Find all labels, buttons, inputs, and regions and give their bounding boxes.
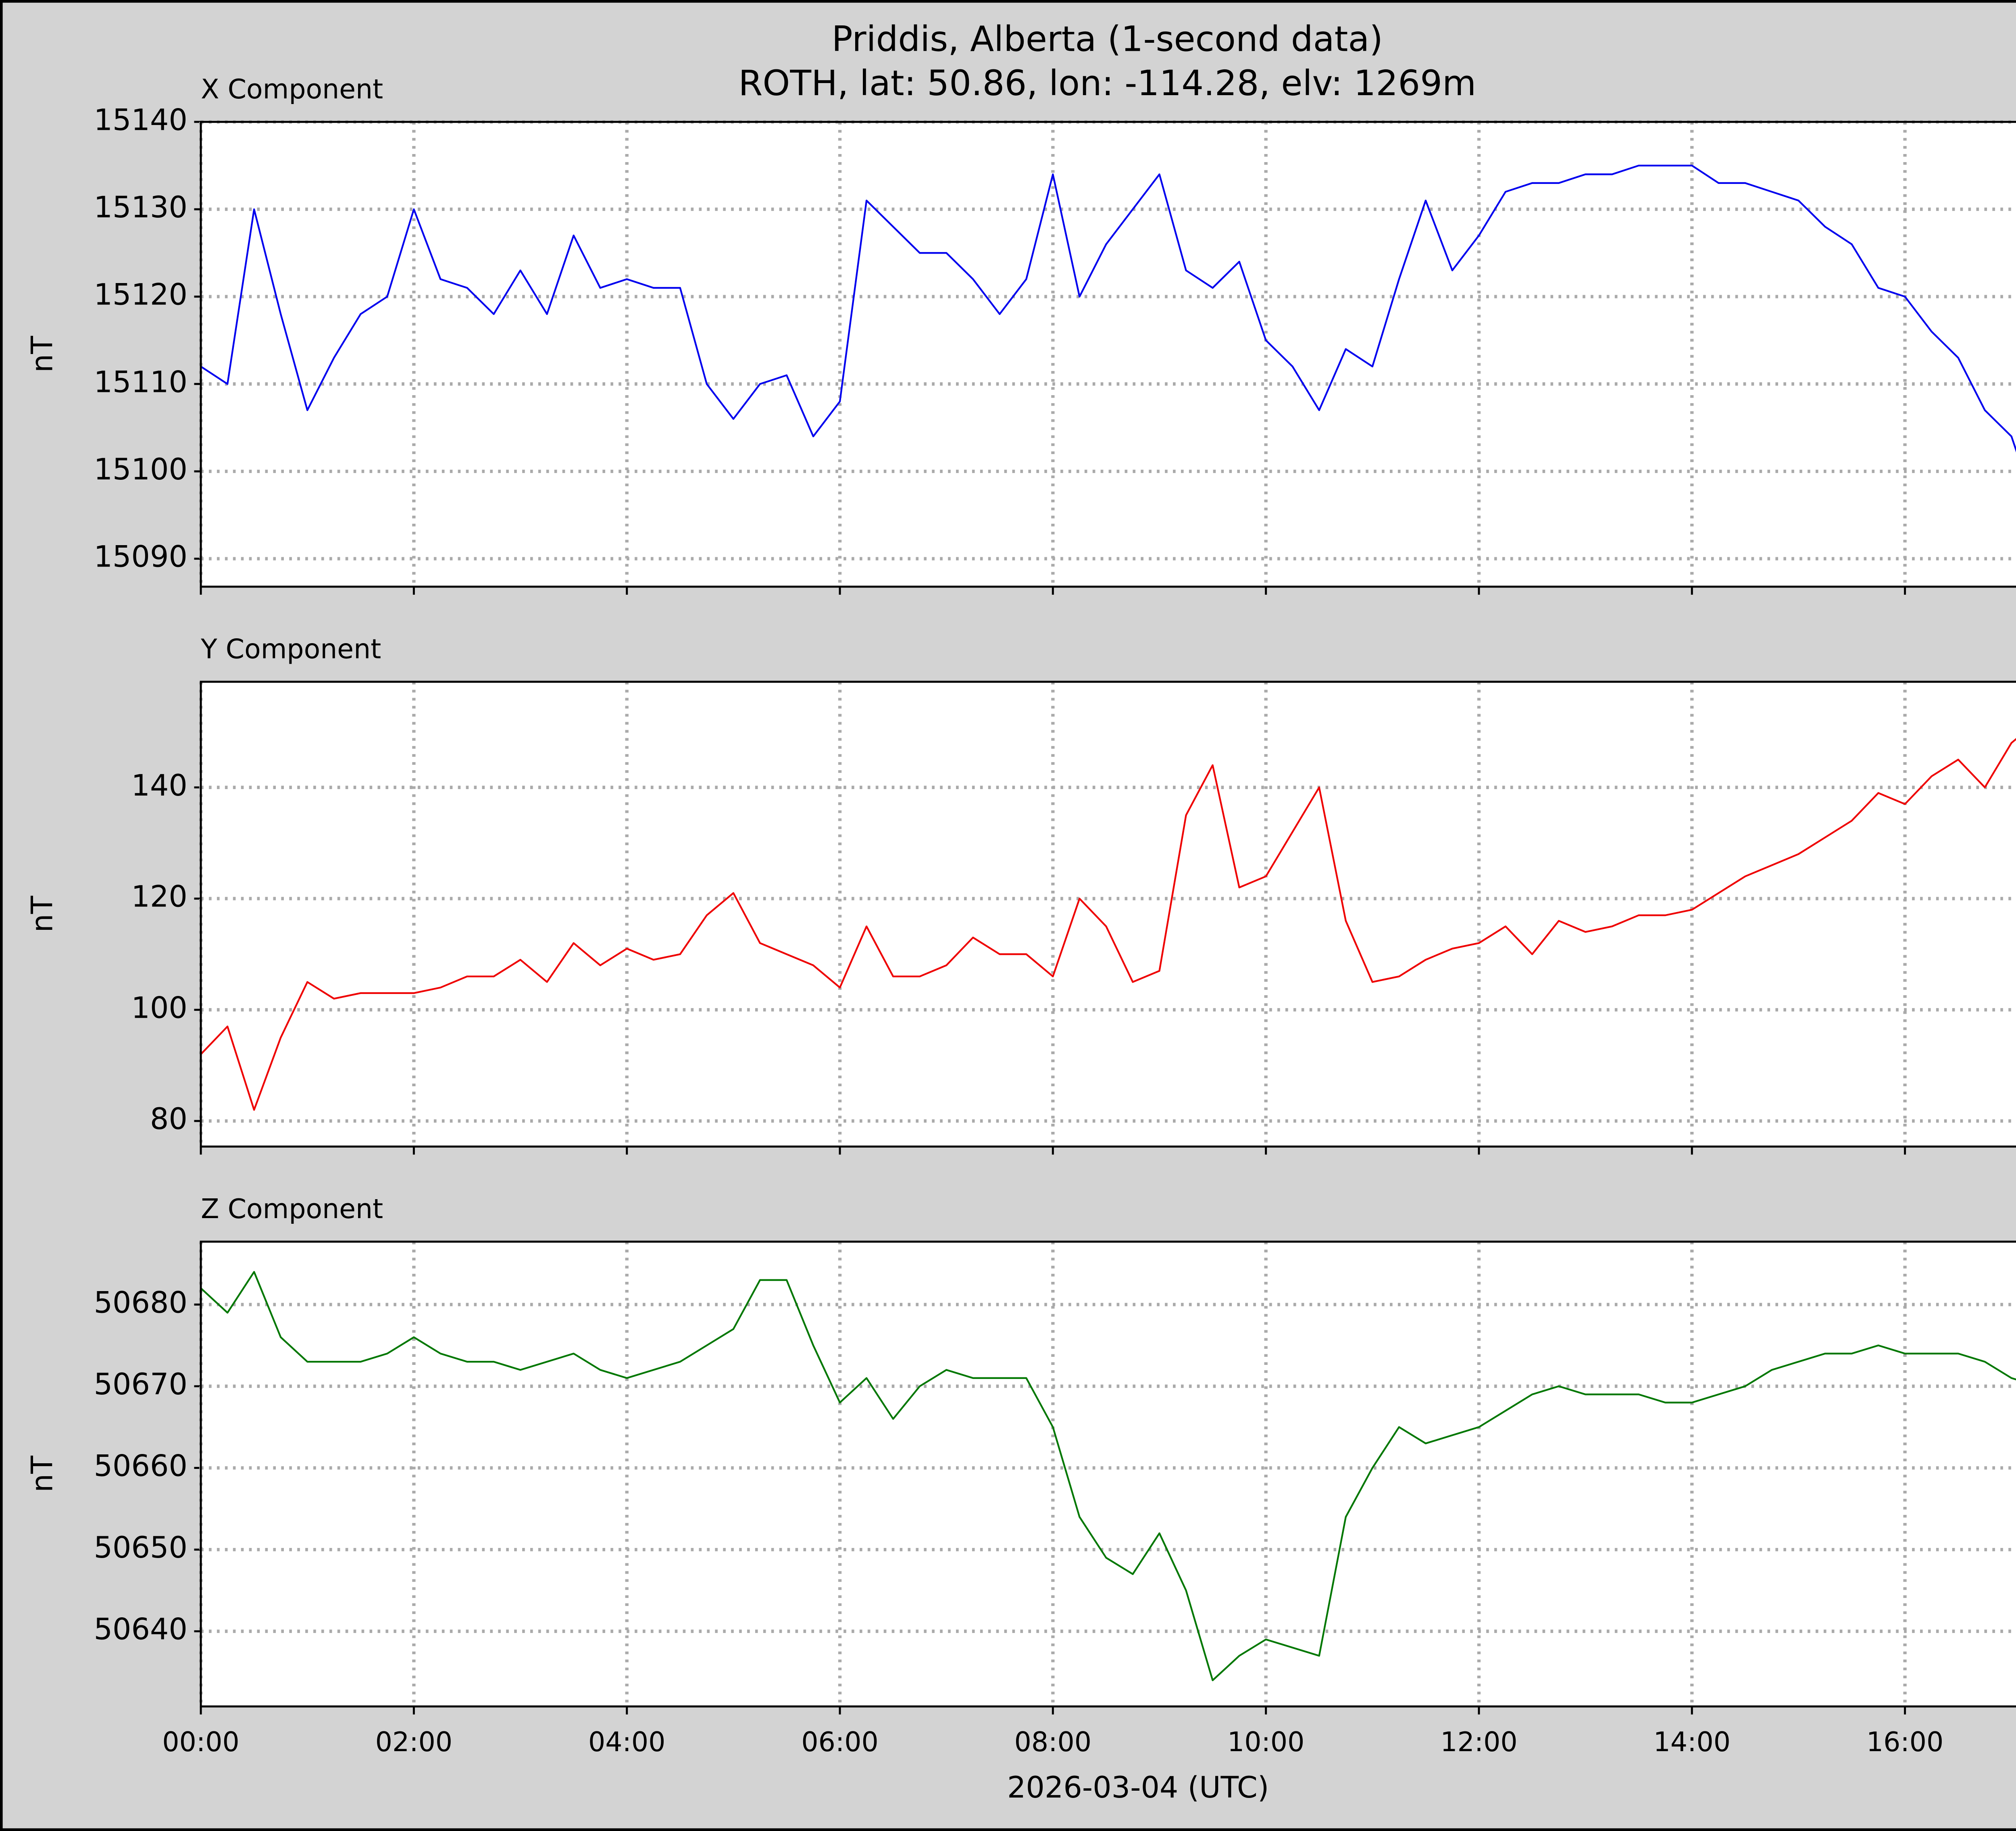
- y-tick-label: 100: [131, 991, 187, 1025]
- y-tick-label: 15090: [94, 540, 187, 574]
- x-tick-label: 16:00: [1866, 1726, 1943, 1758]
- figure-subtitle: ROTH, lat: 50.86, lon: -114.28, elv: 126…: [738, 63, 1476, 104]
- panel-title: X Component: [201, 73, 383, 105]
- plot-frame: [200, 1240, 2016, 1708]
- y-tick-label: 120: [131, 880, 187, 914]
- y-axis-label: nT: [25, 336, 60, 373]
- figure-title: Priddis, Alberta (1-second data): [832, 19, 1383, 59]
- x-tick-label: 02:00: [375, 1726, 452, 1758]
- plot-area: [201, 122, 2016, 587]
- x-tick-label: 12:00: [1440, 1726, 1517, 1758]
- y-tick-label: 50660: [94, 1449, 187, 1483]
- y-tick-label: 80: [150, 1102, 187, 1136]
- data-line: [200, 738, 2016, 1111]
- x-tick-label: 08:00: [1014, 1726, 1091, 1758]
- y-tick-label: 50680: [94, 1285, 187, 1320]
- x-tick-label: 00:00: [162, 1726, 239, 1758]
- y-tick-label: 15100: [94, 452, 187, 487]
- y-tick-label: 15130: [94, 190, 187, 225]
- x-tick-label: 06:00: [801, 1726, 878, 1758]
- x-tick-label: 10:00: [1227, 1726, 1304, 1758]
- plot-area: [201, 681, 2016, 1147]
- y-tick-label: 50670: [94, 1367, 187, 1402]
- panel-title: Z Component: [201, 1193, 383, 1225]
- y-tick-label: 15110: [94, 365, 187, 399]
- y-axis-label: nT: [25, 1456, 60, 1492]
- y-tick-label: 15120: [94, 278, 187, 312]
- y-axis-label: nT: [25, 896, 60, 932]
- x-axis-label: 2026-03-04 (UTC): [1007, 1771, 1269, 1805]
- y-tick-label: 50640: [94, 1612, 187, 1647]
- plot-area: [201, 1241, 2016, 1707]
- y-tick-label: 15140: [94, 103, 187, 137]
- x-tick-label: 04:00: [588, 1726, 665, 1758]
- y-tick-label: 140: [131, 769, 187, 803]
- y-tick-label: 50650: [94, 1531, 187, 1565]
- panel-title: Y Component: [200, 633, 381, 664]
- x-tick-label: 14:00: [1654, 1726, 1731, 1758]
- data-line: [200, 1271, 2016, 1681]
- data-line: [200, 165, 2016, 453]
- plot-frame: [200, 121, 2016, 588]
- plot-frame: [200, 681, 2016, 1148]
